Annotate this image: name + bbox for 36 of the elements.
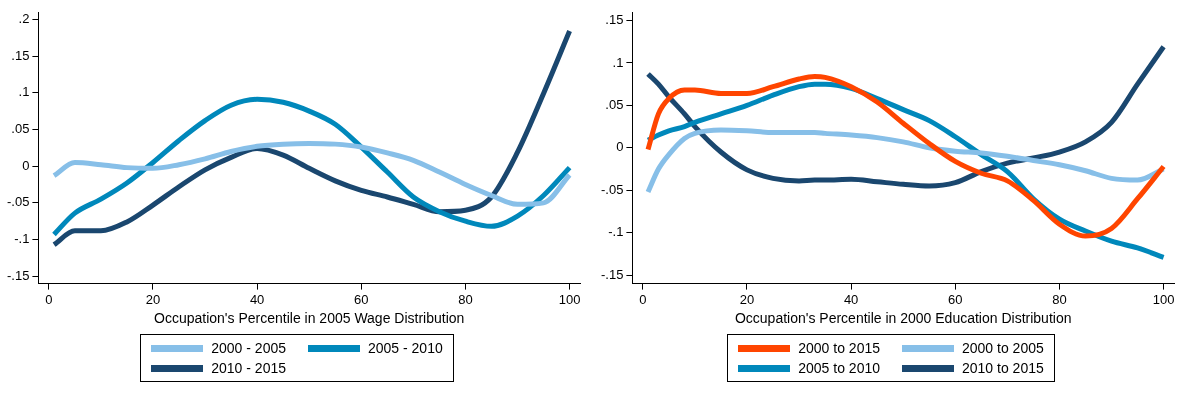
y-tick-label: -.1: [608, 224, 624, 240]
legend-label: 2010 to 2015: [962, 360, 1044, 376]
y-tick-label: 0: [22, 157, 30, 173]
legend-label: 2005 - 2010: [368, 340, 443, 356]
x-tick-label: 80: [458, 291, 473, 307]
x-tick-label: 0: [45, 291, 53, 307]
y-tick-label: 0: [616, 139, 624, 155]
x-tick-label: 40: [249, 291, 265, 307]
x-tick-label: 100: [1152, 291, 1175, 307]
y-tick-label: .15: [11, 47, 30, 63]
y-tick-label: .05: [605, 96, 624, 112]
x-axis-title: Occupation's Percentile in 2005 Wage Distribution: [154, 310, 465, 327]
y-tick-label: -.15: [6, 267, 30, 283]
x-tick-label: 0: [639, 291, 647, 307]
legend-label: 2010 - 2015: [211, 360, 286, 376]
x-tick-label: 20: [739, 291, 755, 307]
x-tick-label: 20: [145, 291, 161, 307]
x-tick-label: 60: [948, 291, 963, 307]
x-tick-label: 40: [843, 291, 859, 307]
y-tick-label: -.05: [6, 194, 30, 210]
y-tick-label: .05: [11, 121, 30, 137]
legend-label: 2000 to 2005: [962, 340, 1044, 356]
y-tick-label: .15: [605, 12, 624, 28]
y-tick-label: .2: [18, 10, 30, 26]
y-tick-label: -.05: [600, 181, 624, 197]
y-tick-label: .1: [612, 54, 624, 70]
x-tick-label: 80: [1052, 291, 1067, 307]
y-tick-label: -.1: [14, 231, 30, 247]
x-tick-label: 100: [558, 291, 581, 307]
legend-label: 2000 - 2005: [211, 340, 286, 356]
x-tick-label: 60: [354, 291, 369, 307]
legend-label: 2005 to 2010: [798, 360, 880, 376]
y-tick-label: -.15: [600, 266, 624, 282]
x-axis-title: Occupation's Percentile in 2000 Education Distribution: [734, 310, 1072, 327]
legend-label: 2000 to 2015: [798, 340, 880, 356]
y-tick-label: .1: [18, 84, 30, 100]
